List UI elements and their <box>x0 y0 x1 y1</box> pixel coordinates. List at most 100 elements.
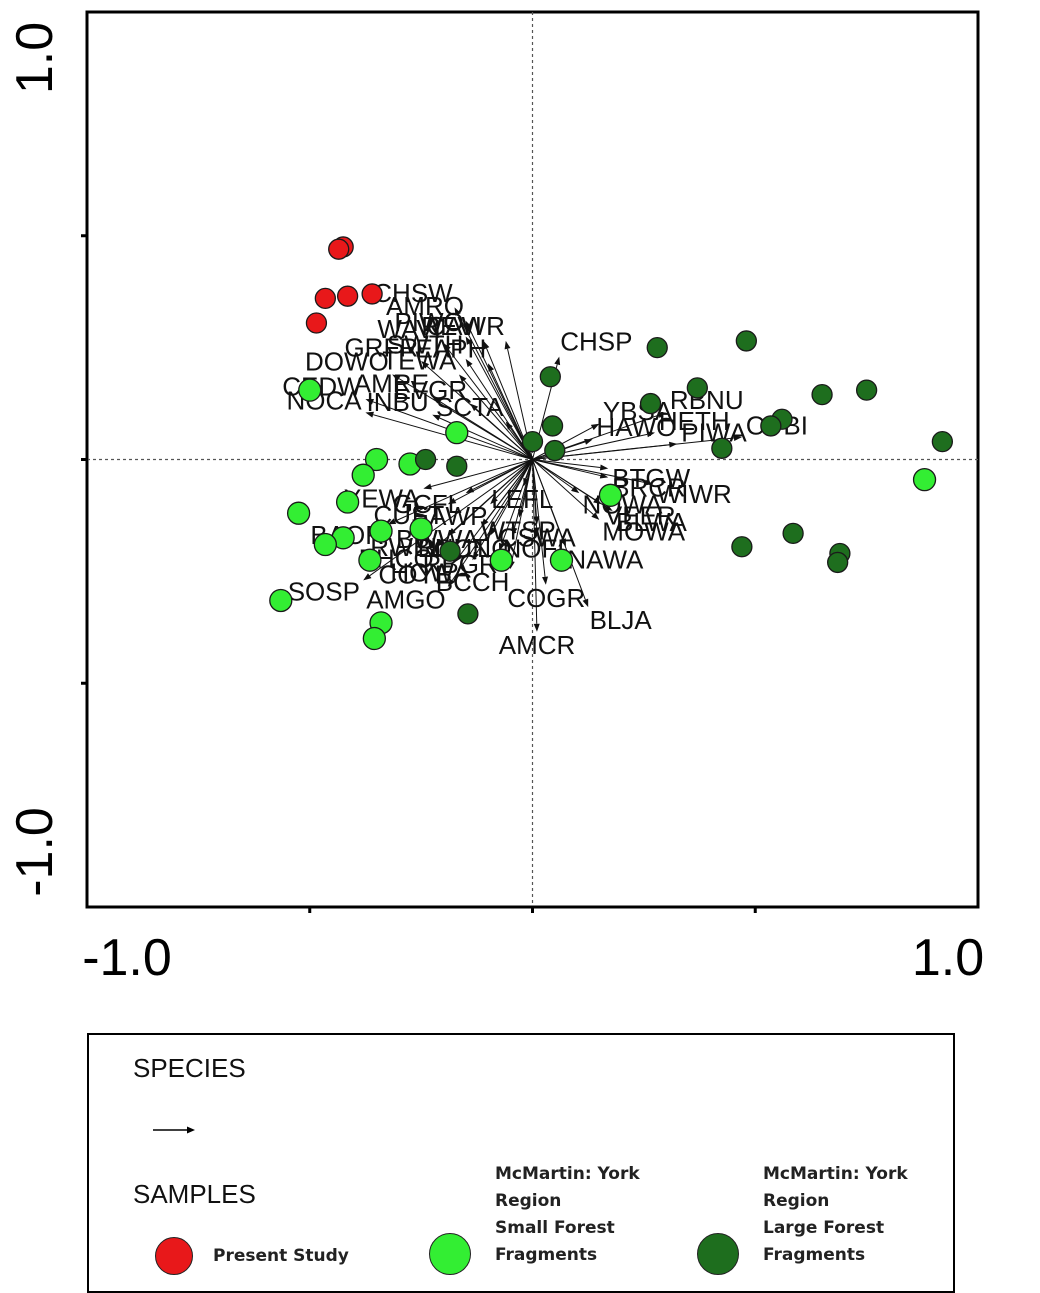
sample-point-group-3 <box>711 437 733 459</box>
sample-point-group-3 <box>539 366 561 388</box>
sample-point-group-3 <box>646 336 668 359</box>
sample-point-group-3 <box>735 330 757 352</box>
sample-point-group-2 <box>549 548 574 572</box>
species-arrow-coye <box>454 459 533 563</box>
species-arrow-amre <box>432 396 533 460</box>
species-arrow-sosp <box>363 459 533 581</box>
x-tick-label-max: 1.0 <box>912 929 984 987</box>
sample-point-group-1 <box>361 283 383 305</box>
species-arrow-cogr <box>532 459 548 585</box>
sample-point-group-2 <box>362 626 386 651</box>
species-label-cedw: CEDW <box>282 372 362 402</box>
species-label-blja: BLJA <box>590 605 653 635</box>
species-label-scta: SCTA <box>436 392 504 422</box>
species-label-noca: NOCA <box>286 385 362 415</box>
sample-point-group-1 <box>328 238 350 260</box>
legend: SPECIES SAMPLES Present Study McMartin: … <box>87 1033 955 1293</box>
species-label-eaph: EAPH <box>415 334 486 364</box>
sample-point-group-2 <box>445 420 469 445</box>
species-arrow-blwa <box>532 459 613 511</box>
species-arrow-cust <box>447 459 533 505</box>
legend-large-fragments-marker <box>697 1233 739 1275</box>
sample-point-group-3 <box>811 383 833 406</box>
sample-point-group-2 <box>351 463 375 487</box>
species-label-mowa: MOWA <box>602 517 685 547</box>
sample-point-group-3 <box>686 377 708 399</box>
sample-point-group-3 <box>782 522 804 544</box>
species-arrow-amcr <box>532 459 540 632</box>
species-label-swth: SWTH <box>387 329 464 359</box>
sample-point-group-1 <box>314 287 336 310</box>
species-label-revi: REVI <box>421 311 482 341</box>
species-label-amro: AMRO <box>386 291 464 321</box>
y-tick-label-max: 1.0 <box>6 22 64 94</box>
species-arrow-gcno <box>511 459 533 536</box>
species-label-piwo: PIWO <box>394 307 463 337</box>
sample-point-group-3 <box>731 536 753 558</box>
y-tick-label-min: -1.0 <box>6 807 64 897</box>
sample-point-group-2 <box>335 490 360 514</box>
sample-point-group-3 <box>446 455 468 477</box>
species-arrow-amgo <box>447 459 533 588</box>
x-tick-label-min: -1.0 <box>82 929 172 987</box>
species-arrow-evgr <box>470 403 533 460</box>
legend-small-fragments-label: McMartin: York Region Small Forest Fragm… <box>495 1164 640 1265</box>
species-arrow-chsw <box>454 307 533 460</box>
species-arrow-btgw <box>532 459 609 471</box>
sample-point-group-3 <box>541 415 564 437</box>
species-label-nowa: NOWA <box>583 489 664 519</box>
sample-point-group-1 <box>336 285 359 307</box>
species-arrow-tewa <box>458 374 533 460</box>
species-label-gcfl: GCFL <box>393 489 462 519</box>
species-arrow-mowa <box>532 459 600 520</box>
sample-point-group-3 <box>855 379 878 401</box>
legend-present-study-marker <box>155 1237 193 1275</box>
legend-large-fragments-label: McMartin: York Region Large Forest Fragm… <box>763 1164 908 1265</box>
species-label-sosp: SOSP <box>288 577 360 607</box>
species-label-inbu: INBU <box>366 387 428 417</box>
species-label-ybsa: YBSA <box>603 396 673 426</box>
species-arrow-blja <box>532 459 589 608</box>
species-label-hawo: HAWO <box>596 412 676 442</box>
sample-point-group-3 <box>457 603 479 625</box>
species-label-wavi: WAVI <box>377 314 441 344</box>
species-arrow-bhco <box>436 459 533 547</box>
sample-point-group-2 <box>313 532 337 557</box>
species-label-coye: COYE <box>378 560 452 590</box>
species-label-veer: VEER <box>605 500 676 530</box>
species-arrow-wiwr <box>532 459 653 486</box>
sample-point-group-3 <box>931 430 954 453</box>
species-label-chsp: CHSP <box>560 327 632 357</box>
species-label-wtsp: WTSP <box>481 516 556 546</box>
species-label-wiwr: WIWR <box>657 479 732 509</box>
species-label-dowo: DOWO <box>305 346 389 376</box>
sample-point-group-2 <box>269 588 293 613</box>
species-label-evgr: EVGR <box>393 375 467 405</box>
species-label-nawa: NAWA <box>567 544 644 574</box>
species-label-blwa: BLWA <box>616 507 687 537</box>
species-label-cswa: CSWA <box>499 522 577 552</box>
sample-point-group-2 <box>912 467 937 492</box>
legend-small-fragments-marker <box>429 1233 471 1275</box>
species-arrow-brcr <box>532 459 609 479</box>
species-label-lefl: LEFL <box>491 484 553 514</box>
legend-present-study-label: Present Study <box>213 1246 349 1266</box>
species-label-cogr: COGR <box>507 583 585 613</box>
species-label-amgo: AMGO <box>366 584 445 614</box>
species-label-brcr: BRCR <box>612 472 686 502</box>
sample-point-group-3 <box>760 415 782 437</box>
species-arrow-scta <box>505 421 533 460</box>
species-arrow-ovbi <box>532 434 742 460</box>
sample-point-group-2 <box>409 517 433 541</box>
sample-point-group-3 <box>827 551 849 574</box>
species-label-chsw: CHSW <box>373 278 453 308</box>
species-label-amcr: AMCR <box>499 630 576 660</box>
species-label-howa: HOWA <box>390 558 471 588</box>
sample-point-group-3 <box>439 540 461 562</box>
sample-point-group-2 <box>598 483 623 507</box>
sample-point-group-2 <box>369 519 393 543</box>
sample-point-group-2 <box>489 548 513 572</box>
species-label-grfr: GRFR <box>344 332 418 362</box>
sample-point-group-3 <box>544 439 566 462</box>
